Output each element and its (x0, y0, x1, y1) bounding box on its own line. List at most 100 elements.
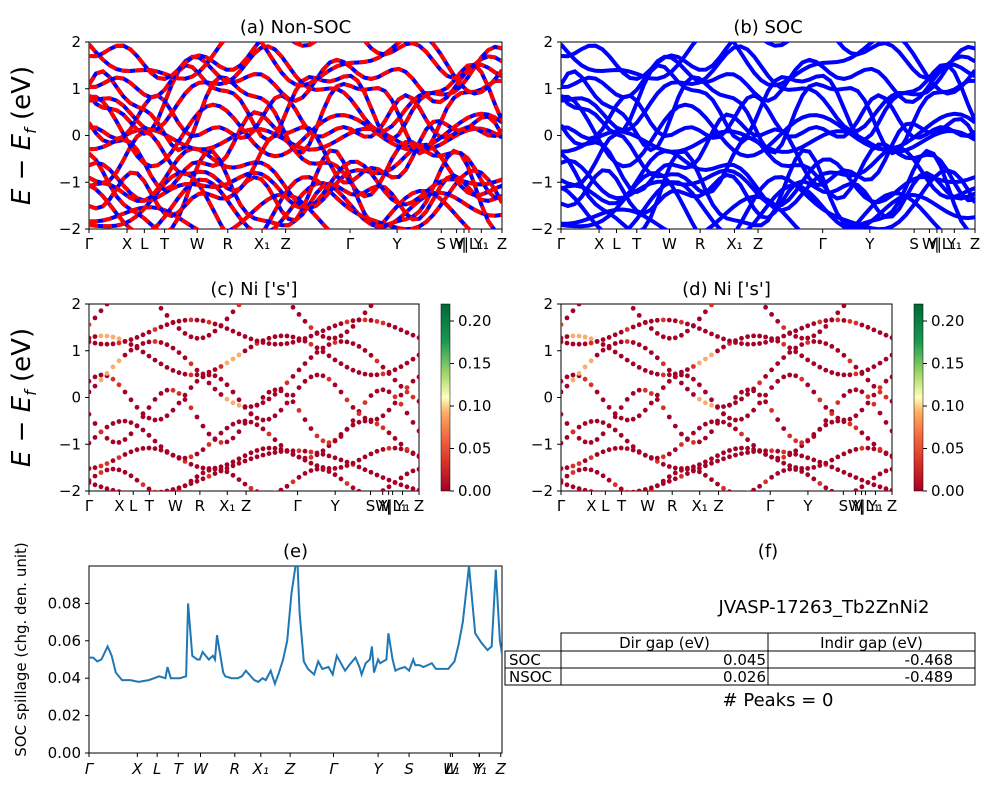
proj-point (104, 435, 110, 441)
proj-point (308, 341, 314, 347)
proj-point (176, 318, 182, 324)
proj-point (266, 445, 272, 451)
proj-point (672, 447, 678, 453)
proj-point (206, 369, 212, 375)
proj-point (841, 417, 847, 423)
proj-point (594, 469, 600, 475)
y-tick-label: 2 (71, 295, 81, 313)
table-value: 0.045 (723, 651, 766, 669)
proj-point (224, 316, 230, 322)
proj-point (679, 369, 684, 375)
proj-point (799, 335, 805, 341)
proj-point (135, 287, 140, 292)
proj-point (751, 487, 756, 491)
proj-point (182, 317, 188, 323)
proj-point (715, 404, 720, 409)
proj-point (392, 436, 398, 441)
proj-point (386, 407, 392, 413)
proj-point (176, 326, 182, 331)
proj-point (89, 466, 92, 471)
proj-point (835, 317, 841, 323)
proj-point (637, 492, 642, 497)
proj-point (847, 388, 853, 394)
proj-point (576, 371, 582, 376)
band-line (561, 94, 975, 169)
x-tick-label: X₁ (252, 760, 269, 778)
proj-point (374, 472, 380, 478)
proj-point (648, 370, 654, 376)
proj-point (230, 328, 236, 334)
proj-point (182, 483, 188, 489)
proj-point (230, 472, 236, 478)
x-tick-label: X₁ (219, 497, 235, 515)
proj-point (254, 489, 260, 491)
proj-point (594, 437, 600, 442)
proj-point (134, 404, 140, 410)
proj-point (350, 341, 356, 346)
proj-point (320, 349, 326, 355)
proj-point (745, 445, 750, 451)
proj-point (679, 319, 684, 325)
proj-point (576, 435, 582, 441)
proj-point (200, 318, 206, 324)
proj-point (733, 426, 738, 432)
proj-point (612, 482, 618, 488)
proj-point (570, 463, 576, 469)
proj-point (350, 367, 356, 373)
proj-point (787, 330, 793, 336)
proj-point (570, 372, 576, 378)
proj-point (392, 367, 398, 373)
x-tick-label: S (437, 235, 447, 253)
proj-point (877, 446, 883, 452)
proj-point (416, 335, 419, 341)
proj-point (356, 457, 362, 463)
proj-point (338, 465, 344, 470)
x-tick-label: Y (475, 760, 486, 778)
proj-point (320, 328, 326, 334)
proj-point (859, 322, 865, 328)
y-tick-label: −2 (531, 220, 553, 238)
proj-point (128, 449, 134, 455)
proj-point (296, 474, 302, 480)
proj-point (582, 458, 588, 464)
proj-point (302, 455, 308, 461)
proj-point (564, 465, 570, 471)
proj-point (829, 411, 835, 417)
proj-point (182, 371, 188, 377)
proj-point (146, 415, 152, 421)
proj-point (865, 377, 871, 383)
proj-point (685, 328, 690, 334)
proj-point (823, 418, 829, 424)
proj-point (841, 451, 847, 457)
proj-point (817, 319, 823, 325)
proj-point (194, 451, 200, 457)
proj-point (224, 382, 230, 388)
proj-point (158, 416, 164, 422)
proj-point (380, 371, 386, 377)
proj-point (871, 392, 877, 398)
proj-point (612, 341, 618, 346)
y-tick-label: 0.08 (48, 594, 81, 612)
proj-point (356, 370, 362, 375)
proj-point (889, 398, 892, 404)
proj-point (146, 405, 152, 410)
proj-point (350, 485, 356, 491)
proj-point (273, 490, 277, 491)
proj-point (260, 426, 266, 432)
proj-point (380, 320, 386, 326)
proj-point (739, 492, 744, 497)
proj-point (320, 438, 326, 444)
proj-point (182, 392, 188, 398)
proj-point (410, 356, 416, 362)
x-tick-label: X (594, 235, 604, 253)
proj-point (326, 466, 332, 471)
proj-point (811, 339, 817, 344)
proj-point (164, 322, 170, 328)
proj-point (224, 462, 230, 467)
proj-point (89, 322, 92, 327)
proj-point (588, 467, 594, 473)
proj-point (872, 286, 877, 291)
proj-point (570, 484, 576, 490)
proj-point (588, 455, 594, 460)
